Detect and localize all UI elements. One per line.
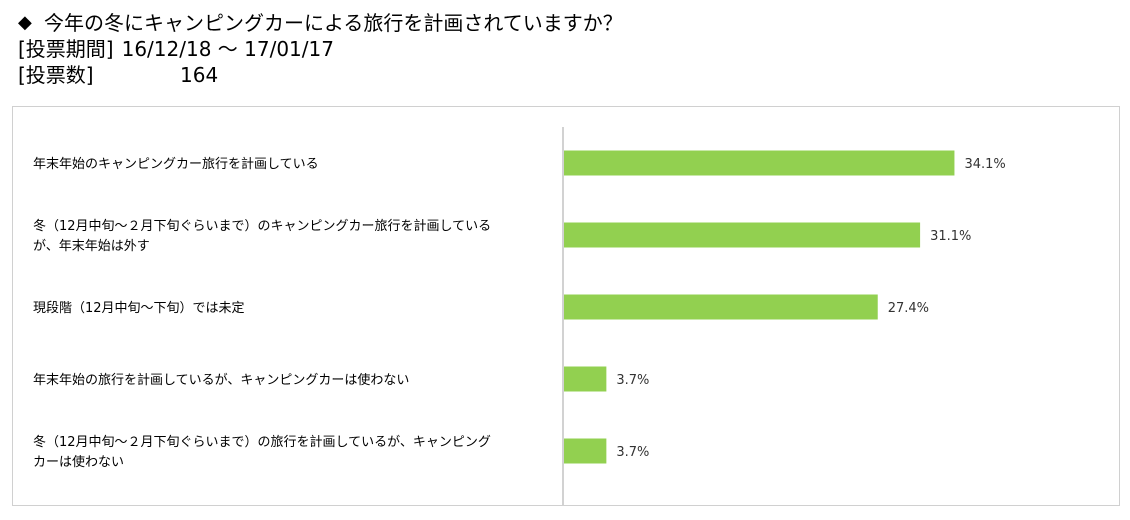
bar <box>564 438 607 464</box>
poll-period-value: 16/12/18 〜 17/01/17 <box>121 37 334 61</box>
bar <box>564 294 878 320</box>
vote-count-line: [投票数] 164 <box>18 62 1118 88</box>
category-label-line: 冬（12月中旬〜２月下旬ぐらいまで）の旅行を計画しているが、キャンピング <box>33 434 491 450</box>
category-label-line: 年末年始の旅行を計画しているが、キャンピングカーは使わない <box>33 372 409 388</box>
poll-period-label: [投票期間] <box>18 37 114 61</box>
chart-frame: 34.1% 年末年始のキャンピングカー旅行を計画している 31.1% 冬（12月中旬〜… <box>12 106 1120 506</box>
value-label: 3.7% <box>616 445 649 460</box>
category-label-line: 年末年始のキャンピングカー旅行を計画している <box>33 156 319 172</box>
bar <box>564 150 955 176</box>
value-label: 31.1% <box>930 229 971 244</box>
vote-count-label: [投票数] <box>18 63 94 87</box>
bar-chart: 34.1% 年末年始のキャンピングカー旅行を計画している 31.1% 冬（12月中旬〜… <box>33 127 1006 505</box>
category-label-line: カーは使わない <box>33 454 124 470</box>
category-label-line: 現段階（12月中旬〜下旬）では未定 <box>33 301 245 316</box>
diamond-bullet-icon: ◆ <box>18 12 32 33</box>
poll-period-line: [投票期間] 16/12/18 〜 17/01/17 <box>18 36 1118 62</box>
category-label: 冬（12月中旬〜２月下旬ぐらいまで）のキャンピングカー旅行を計画しているが、年末… <box>33 218 491 254</box>
value-label: 3.7% <box>616 373 649 388</box>
bar <box>564 222 921 248</box>
chart-title: 今年の冬にキャンピングカーによる旅行を計画されていますか？ <box>44 11 623 35</box>
title-line: ◆ 今年の冬にキャンピングカーによる旅行を計画されていますか？ <box>18 10 1118 36</box>
category-label: 現段階（12月中旬〜下旬）では未定 <box>33 301 245 316</box>
category-label: 年末年始の旅行を計画しているが、キャンピングカーは使わない <box>33 372 409 388</box>
category-label-line: が、年末年始は外す <box>33 239 150 254</box>
category-label-line: 冬（12月中旬〜２月下旬ぐらいまで）のキャンピングカー旅行を計画している <box>33 218 491 234</box>
vote-count-value: 164 <box>180 63 219 87</box>
value-label: 34.1% <box>964 157 1005 172</box>
category-label: 冬（12月中旬〜２月下旬ぐらいまで）の旅行を計画しているが、キャンピングカーは使… <box>33 434 491 470</box>
chart-header: ◆ 今年の冬にキャンピングカーによる旅行を計画されていますか？ [投票期間] 1… <box>18 10 1118 88</box>
value-label: 27.4% <box>888 301 929 316</box>
bar <box>564 366 607 392</box>
category-label: 年末年始のキャンピングカー旅行を計画している <box>33 156 319 172</box>
